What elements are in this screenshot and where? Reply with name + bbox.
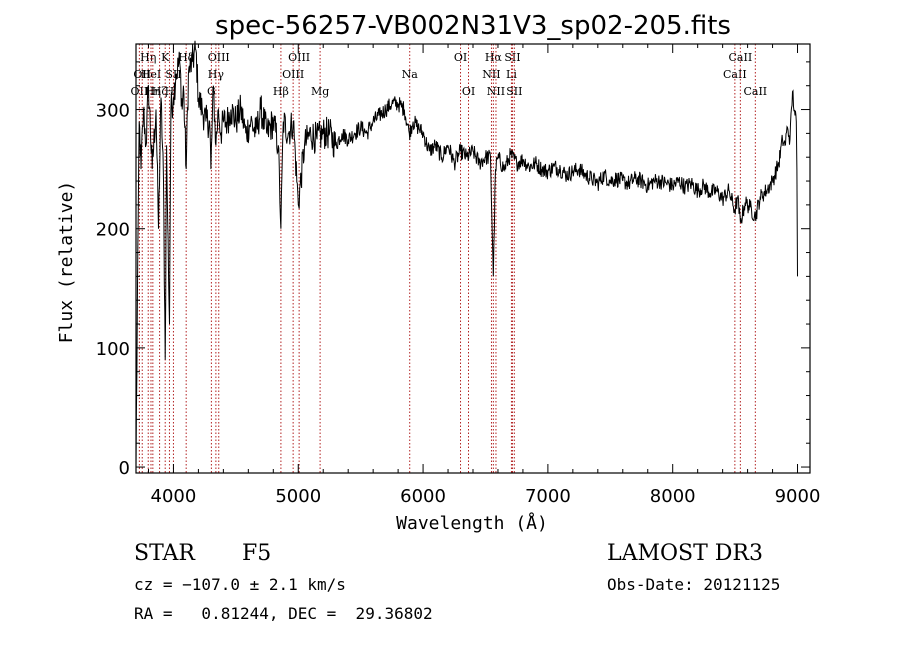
line-marker-label: OIII (282, 68, 304, 81)
line-marker-label: H (165, 85, 175, 98)
line-marker-label: OIII (288, 51, 310, 64)
x-tick-label: 6000 (400, 486, 446, 507)
line-marker-label: Hα (485, 51, 503, 64)
line-marker-label: OI (454, 51, 467, 64)
line-marker-label: Na (402, 68, 419, 81)
obs-date: Obs-Date: 20121125 (607, 575, 780, 594)
line-marker-label: NII (482, 68, 500, 81)
line-marker-label: SII (506, 85, 522, 98)
spectrum-series (135, 40, 798, 468)
line-marker-label: CaII (723, 68, 747, 81)
line-marker-label: CaII (729, 51, 753, 64)
line-marker-label: OII (133, 68, 151, 81)
axis-ticks: 4000 5000 6000 7000 8000 9000 0 100 200 300 (96, 44, 821, 507)
line-marker-label: Li (506, 68, 517, 81)
spectral-subclass: F5 (242, 541, 271, 566)
coordinates-text: RA = 0.81244, DEC = 29.36802 (134, 604, 433, 623)
line-marker-label: HeI (141, 68, 161, 81)
line-marker-label: NII (487, 85, 505, 98)
line-marker-label: Hζ (152, 85, 168, 98)
line-marker-label: OI (462, 85, 475, 98)
object-class: STAR (134, 541, 196, 566)
line-marker-label: Hγ (208, 68, 225, 81)
x-tick-label: 8000 (650, 486, 696, 507)
chart-title: spec-56257-VB002N31V3_sp02-205.fits (215, 11, 731, 41)
x-tick-label: 9000 (775, 486, 821, 507)
line-markers: OIIOIIHηHeIHηHζKHSIIHδGHγOIIIHβOIIIOIIIM… (131, 44, 767, 473)
line-marker-label: Hη (140, 51, 156, 64)
line-marker-label: SII (165, 68, 181, 81)
line-marker-label: CaII (743, 85, 767, 98)
y-tick-label: 0 (119, 458, 130, 479)
redshift-text: cz = −107.0 ± 2.1 km/s (134, 575, 346, 594)
x-tick-label: 4000 (151, 486, 197, 507)
x-tick-label: 5000 (275, 486, 321, 507)
y-axis-label: Flux (relative) (56, 181, 77, 344)
y-tick-label: 100 (96, 339, 130, 360)
line-marker-label: Hβ (273, 85, 289, 98)
y-tick-label: 300 (96, 101, 130, 122)
line-marker-label: Mg (311, 85, 329, 98)
line-marker-label: K (161, 51, 170, 64)
x-tick-label: 7000 (525, 486, 571, 507)
line-marker-label: OIII (208, 51, 230, 64)
survey-name: LAMOST DR3 (607, 541, 763, 566)
spectrum-line (135, 40, 798, 468)
line-marker-label: SII (504, 51, 520, 64)
line-marker-label: OII (131, 85, 149, 98)
line-marker-label: G (207, 85, 216, 98)
x-axis-label: Wavelength (Å) (396, 512, 548, 534)
y-tick-label: 200 (96, 220, 130, 241)
